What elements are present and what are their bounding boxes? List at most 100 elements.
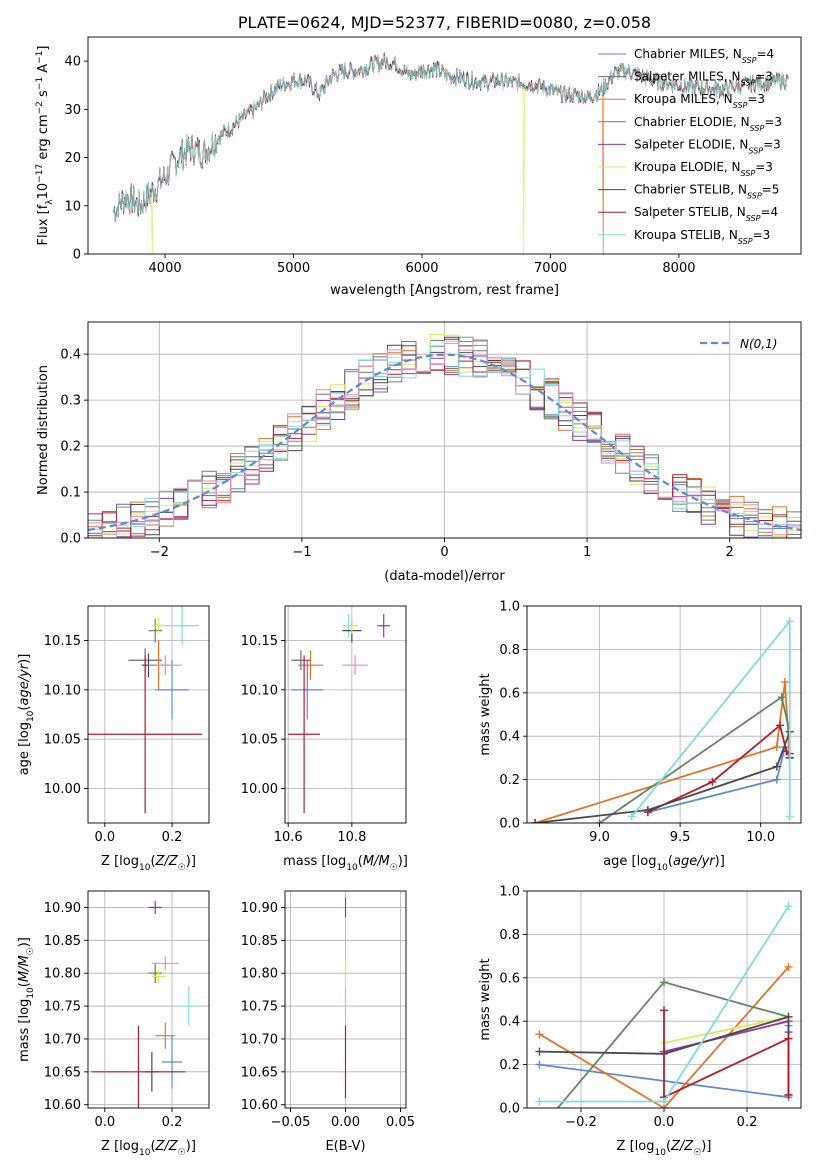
label-part: 10 (139, 1148, 151, 1158)
x-tick-label: 0.00 (331, 1115, 360, 1130)
weight-marker (660, 978, 668, 987)
errorbar-point (345, 617, 359, 634)
normal-curve (88, 353, 801, 531)
y-tick-label: 10 (64, 199, 81, 214)
legend-text: =3 (747, 92, 765, 106)
plot-area-mass_vs_ebv (285, 891, 406, 1108)
y-axis-label: Flux [fλ10−17 erg cm−2 s−1 A−1] (35, 46, 55, 246)
label-part: 10 (36, 183, 51, 200)
errorbar-point (151, 617, 166, 634)
plot-area-mass_vs_Z (88, 891, 209, 1108)
label-part: ( (17, 982, 32, 987)
errorbar-point (151, 969, 166, 984)
y-tick-label: 0.6 (499, 971, 520, 986)
label-part: )] (186, 1139, 196, 1154)
label-part: ☉ (178, 863, 186, 873)
label-part: −1 (35, 51, 45, 64)
errorbar-point (175, 986, 203, 1026)
x-tick-label: −0.05 (271, 1115, 311, 1130)
plot-area-age_vs_Z (88, 606, 209, 823)
weight-marker (627, 812, 636, 821)
weight-marker (784, 1012, 793, 1021)
label-part: Z/Z (670, 1139, 694, 1154)
y-tick-label: 0.4 (499, 1015, 520, 1030)
label-part: ☉ (693, 1148, 701, 1158)
x-axis-label: Z [log10(Z/Z☉)] (101, 854, 196, 873)
weight-series (598, 695, 791, 823)
axes-frame (87, 890, 210, 1109)
label-part: 10 (654, 1148, 666, 1158)
axes-frame (87, 321, 802, 539)
y-tick-label: 10.05 (44, 733, 81, 748)
x-tick-label: 7000 (534, 261, 567, 276)
y-tick-label: 10.60 (241, 1098, 278, 1113)
y-tick-label: 10.00 (241, 782, 278, 797)
weight-marker (784, 1034, 793, 1043)
y-axis-label: mass weight (478, 673, 493, 755)
label-part: ☉ (178, 1148, 186, 1158)
weight-marker (784, 962, 793, 971)
label-part: Z [log (617, 1139, 655, 1154)
x-tick-label: 6000 (405, 261, 438, 276)
legend-label: Salpeter ELODIE, NSSP=3 (634, 137, 781, 155)
x-tick-label: 0 (440, 545, 448, 560)
weight-series (539, 966, 790, 1108)
errorbar-point (297, 650, 324, 680)
errorbar-point (291, 660, 324, 720)
errorbar-point (148, 963, 162, 984)
label-part: )] (715, 854, 725, 869)
legend-text: Chabrier STELIB, N (634, 183, 747, 197)
x-tick-label: −1 (292, 545, 311, 560)
errorbar-point (151, 956, 179, 970)
label-part: )] (701, 1139, 711, 1154)
legend-label: Salpeter STELIB, NSSP=4 (634, 205, 778, 223)
weight-marker (595, 819, 604, 823)
weight-series (663, 1016, 789, 1044)
y-tick-label: 30 (64, 103, 81, 118)
errorbar-point (88, 655, 203, 814)
errorbar-point (91, 1025, 186, 1108)
legend-text: Kroupa STELIB, N (634, 228, 738, 242)
label-part: ( (666, 1139, 671, 1154)
legend: N(0,1) (700, 337, 777, 351)
y-tick-label: 10.70 (44, 1032, 81, 1047)
y-tick-label: 10.80 (241, 967, 278, 982)
label-part: −2 (35, 101, 45, 114)
y-tick-label: 1.0 (499, 600, 520, 615)
residual-histogram (88, 340, 801, 536)
legend-sub: SSP (733, 101, 748, 110)
y-tick-label: 0.8 (499, 643, 520, 658)
legend-text: =3 (755, 160, 773, 174)
y-axis-label: age [log10(age/yr)] (17, 654, 36, 776)
label-part: ( (150, 1139, 155, 1154)
axes-frame (87, 605, 210, 824)
label-part: Flux [f (36, 204, 51, 245)
label-part: ] (36, 46, 51, 51)
errorbar-point (377, 613, 391, 638)
legend-text: Kroupa ELODIE, N (634, 160, 741, 174)
legend-sub: SSP (748, 146, 763, 155)
weight-marker (531, 819, 540, 823)
panel-residuals: −2 −1 0 1 2 0.0 0.1 0.2 0.3 0.4 (data-model)/error… (36, 321, 802, 584)
legend-text: Salpeter STELIB, N (634, 205, 746, 219)
weight-marker (660, 1097, 668, 1106)
x-tick-label: 4000 (149, 261, 182, 276)
legend-label: Kroupa MILES, NSSP=3 (634, 92, 765, 110)
label-part: mass [log (17, 999, 32, 1062)
y-tick-label: 10.85 (44, 934, 81, 949)
legend-text: =4 (756, 47, 774, 61)
axes-frame (526, 890, 802, 1109)
panel-weight_vs_age: 9.0 9.5 10.0 0.0 0.2 0.4 0.6 0.8 1.0 age [log10(a… (478, 600, 802, 873)
label-part: λ (45, 199, 55, 205)
plot-area-residuals (88, 322, 801, 538)
legend-label: Kroupa ELODIE, NSSP=3 (634, 160, 773, 178)
x-tick-label: 0.05 (386, 1115, 415, 1130)
x-tick-label: 5000 (277, 261, 310, 276)
legend-text: =3 (763, 137, 781, 151)
axes-frame (284, 890, 407, 1109)
legend-text: Chabrier MILES, N (634, 47, 742, 61)
legend-text: Kroupa MILES, N (634, 92, 733, 106)
legend-sub: SSP (747, 191, 762, 200)
x-tick-label: 0.2 (737, 1115, 758, 1130)
